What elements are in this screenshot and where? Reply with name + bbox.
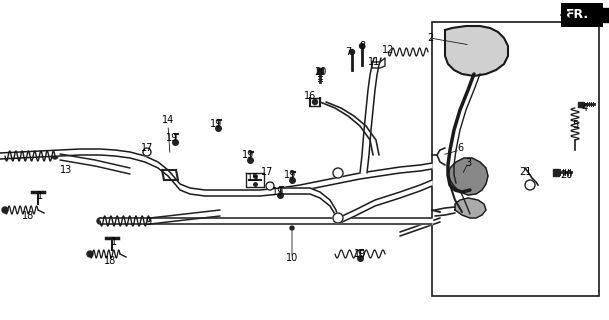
Bar (553, 169, 559, 176)
Polygon shape (100, 218, 432, 224)
Text: 13: 13 (60, 165, 72, 175)
Polygon shape (280, 188, 338, 224)
Text: 16: 16 (304, 91, 316, 101)
Circle shape (87, 251, 93, 257)
Text: 9: 9 (145, 217, 151, 227)
Text: 19: 19 (354, 249, 366, 259)
Polygon shape (360, 58, 381, 173)
Polygon shape (0, 149, 432, 196)
Text: 20: 20 (560, 170, 572, 180)
Polygon shape (448, 158, 488, 195)
Circle shape (333, 168, 343, 178)
Circle shape (359, 44, 365, 49)
Text: 20: 20 (314, 67, 326, 77)
Circle shape (143, 148, 151, 156)
Polygon shape (598, 8, 609, 22)
Bar (432, 22, 599, 296)
Text: 1: 1 (111, 237, 117, 247)
Text: 19: 19 (166, 133, 178, 143)
Circle shape (52, 153, 58, 159)
Circle shape (333, 213, 343, 223)
Text: 6: 6 (457, 143, 463, 153)
Text: 11: 11 (368, 57, 380, 67)
Text: 19: 19 (242, 150, 254, 160)
Text: 3: 3 (465, 158, 471, 168)
Circle shape (97, 218, 103, 224)
Text: 15: 15 (247, 173, 259, 183)
Bar (578, 102, 583, 107)
Text: 10: 10 (286, 253, 298, 263)
Circle shape (266, 182, 274, 190)
Text: 14: 14 (162, 115, 174, 125)
Circle shape (525, 180, 535, 190)
Text: 12: 12 (382, 45, 394, 55)
Text: 8: 8 (359, 41, 365, 51)
Text: 18: 18 (22, 211, 34, 221)
Text: 19: 19 (272, 187, 284, 197)
Circle shape (2, 207, 8, 213)
Text: 5: 5 (572, 120, 578, 130)
Text: 1: 1 (37, 191, 43, 201)
Polygon shape (445, 26, 508, 76)
Circle shape (168, 173, 172, 177)
Text: FR.: FR. (566, 9, 589, 21)
Circle shape (312, 100, 317, 105)
Text: 19: 19 (284, 170, 296, 180)
Text: 19: 19 (210, 119, 222, 129)
Polygon shape (602, 8, 609, 22)
Polygon shape (455, 198, 486, 218)
Text: 17: 17 (261, 167, 273, 177)
Text: 2: 2 (427, 33, 433, 43)
Circle shape (350, 50, 354, 54)
Text: 7: 7 (345, 47, 351, 57)
Text: 21: 21 (519, 167, 531, 177)
FancyBboxPatch shape (561, 3, 603, 27)
Text: 18: 18 (104, 256, 116, 266)
Text: 17: 17 (141, 143, 153, 153)
Polygon shape (338, 180, 432, 224)
Text: 4: 4 (582, 103, 588, 113)
Bar (317, 68, 323, 73)
Circle shape (290, 226, 294, 230)
